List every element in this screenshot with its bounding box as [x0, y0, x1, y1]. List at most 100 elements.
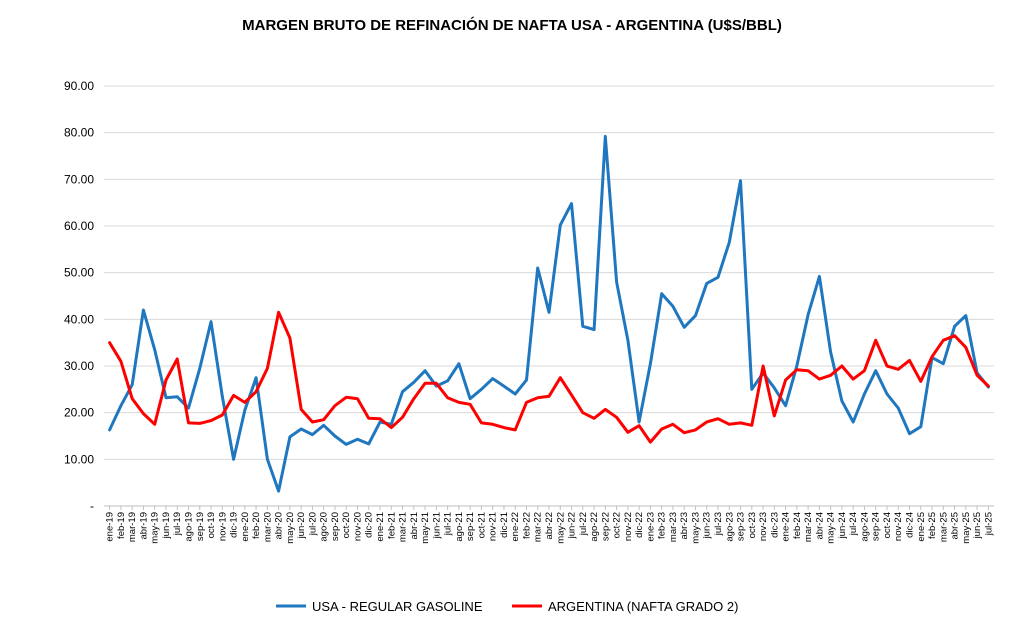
- legend-item-usa: USA - REGULAR GASOLINE: [276, 599, 483, 614]
- x-tick-label: ene-22: [510, 512, 521, 542]
- legend: USA - REGULAR GASOLINE ARGENTINA (NAFTA …: [276, 599, 738, 614]
- series-line-argentina: [108, 310, 990, 444]
- x-tick-label: ago-21: [454, 512, 465, 542]
- x-tick-label: mar-19: [127, 512, 138, 542]
- x-tick-label: dic-21: [499, 512, 510, 538]
- x-tick-label: jul-25: [983, 512, 994, 536]
- x-tick-label: sep-21: [465, 512, 476, 541]
- series-lines: [108, 134, 990, 493]
- x-axis-tick-labels: ene-19 feb-19 mar-19 abr-19 may-19 jun-19 jul-…: [105, 506, 994, 544]
- legend-label-argentina: ARGENTINA (NAFTA GRADO 2): [548, 599, 738, 614]
- x-tick-label: jun-23: [702, 512, 713, 539]
- x-tick-label: feb-23: [657, 512, 668, 539]
- x-tick-label: jul-23: [713, 512, 724, 536]
- y-axis-tick-labels: - 10.00 20.00 30.00 40.00 50.00 60.00 70.00 80.0…: [64, 79, 94, 513]
- x-tick-label: oct-22: [612, 512, 623, 538]
- x-tick-label: mar-23: [668, 512, 679, 542]
- x-tick-label: dic-19: [229, 512, 240, 538]
- x-tick-label: ene-21: [375, 512, 386, 542]
- x-tick-label: ago-20: [319, 512, 330, 542]
- x-tick-label: nov-20: [352, 512, 363, 541]
- legend-label-usa: USA - REGULAR GASOLINE: [312, 599, 483, 614]
- x-tick-label: jul-21: [443, 512, 454, 536]
- y-tick-label: -: [90, 499, 94, 513]
- x-tick-label: jun-25: [972, 512, 983, 539]
- x-tick-label: jul-22: [578, 512, 589, 536]
- x-tick-label: oct-19: [206, 512, 217, 538]
- x-tick-label: mar-25: [938, 512, 949, 542]
- x-tick-label: oct-21: [476, 512, 487, 538]
- y-tick-label: 80.00: [64, 126, 94, 140]
- x-tick-label: jun-22: [567, 512, 578, 539]
- x-tick-label: may-21: [420, 512, 431, 544]
- x-tick-label: nov-19: [217, 512, 228, 541]
- x-tick-label: abr-19: [138, 512, 149, 539]
- x-tick-label: jul-20: [307, 512, 318, 536]
- x-tick-label: jul-24: [848, 512, 859, 536]
- x-tick-label: sep-24: [871, 512, 882, 541]
- x-tick-label: dic-22: [634, 512, 645, 538]
- gridlines: [104, 85, 994, 507]
- y-tick-label: 90.00: [64, 79, 94, 93]
- x-tick-label: feb-22: [521, 512, 532, 539]
- x-tick-label: feb-24: [792, 512, 803, 539]
- x-tick-label: abr-24: [814, 512, 825, 539]
- x-tick-label: may-25: [961, 512, 972, 544]
- x-tick-label: nov-24: [893, 512, 904, 541]
- y-tick-label: 40.00: [64, 312, 94, 326]
- x-tick-label: abr-23: [679, 512, 690, 539]
- x-tick-label: sep-23: [736, 512, 747, 541]
- x-tick-label: abr-25: [950, 512, 961, 539]
- x-tick-label: ago-19: [183, 512, 194, 542]
- x-tick-label: ene-19: [105, 512, 116, 542]
- x-tick-label: dic-23: [769, 512, 780, 538]
- x-tick-label: feb-20: [251, 512, 262, 539]
- legend-item-argentina: ARGENTINA (NAFTA GRADO 2): [512, 599, 738, 614]
- x-tick-label: nov-23: [758, 512, 769, 541]
- x-tick-label: dic-20: [364, 512, 375, 538]
- y-tick-label: 20.00: [64, 406, 94, 420]
- x-tick-label: feb-21: [386, 512, 397, 539]
- x-tick-label: dic-24: [905, 512, 916, 538]
- x-tick-label: nov-21: [488, 512, 499, 541]
- x-tick-label: jun-21: [431, 512, 442, 539]
- x-tick-label: ago-24: [859, 512, 870, 542]
- x-tick-label: jun-20: [296, 512, 307, 539]
- y-tick-label: 30.00: [64, 359, 94, 373]
- x-tick-label: jul-19: [172, 512, 183, 536]
- y-tick-label: 50.00: [64, 266, 94, 280]
- x-tick-label: nov-22: [623, 512, 634, 541]
- x-tick-label: mar-20: [262, 512, 273, 542]
- chart-title: MARGEN BRUTO DE REFINACIÓN DE NAFTA USA …: [242, 16, 782, 34]
- y-tick-label: 60.00: [64, 219, 94, 233]
- x-tick-label: may-23: [690, 512, 701, 544]
- x-tick-label: mar-22: [533, 512, 544, 542]
- x-tick-label: ene-25: [916, 512, 927, 542]
- x-tick-label: feb-19: [116, 512, 127, 539]
- x-tick-label: ago-23: [724, 512, 735, 542]
- y-tick-label: 10.00: [64, 452, 94, 466]
- x-tick-label: abr-20: [274, 512, 285, 539]
- series-line-usa: [108, 134, 990, 493]
- x-tick-label: oct-24: [882, 512, 893, 538]
- x-tick-label: jun-19: [161, 512, 172, 539]
- x-tick-label: may-19: [150, 512, 161, 544]
- x-tick-label: may-20: [285, 512, 296, 544]
- x-tick-label: oct-23: [747, 512, 758, 538]
- x-tick-label: mar-24: [803, 512, 814, 542]
- x-tick-label: ene-23: [645, 512, 656, 542]
- x-tick-label: may-24: [826, 512, 837, 544]
- x-tick-label: sep-22: [600, 512, 611, 541]
- x-tick-label: feb-25: [927, 512, 938, 539]
- x-tick-label: mar-21: [398, 512, 409, 542]
- x-tick-label: may-22: [555, 512, 566, 544]
- x-tick-label: abr-21: [409, 512, 420, 539]
- x-tick-label: sep-19: [195, 512, 206, 541]
- x-tick-label: abr-22: [544, 512, 555, 539]
- x-tick-label: ene-24: [781, 512, 792, 542]
- x-tick-label: oct-20: [341, 512, 352, 538]
- x-tick-label: sep-20: [330, 512, 341, 541]
- y-tick-label: 70.00: [64, 172, 94, 186]
